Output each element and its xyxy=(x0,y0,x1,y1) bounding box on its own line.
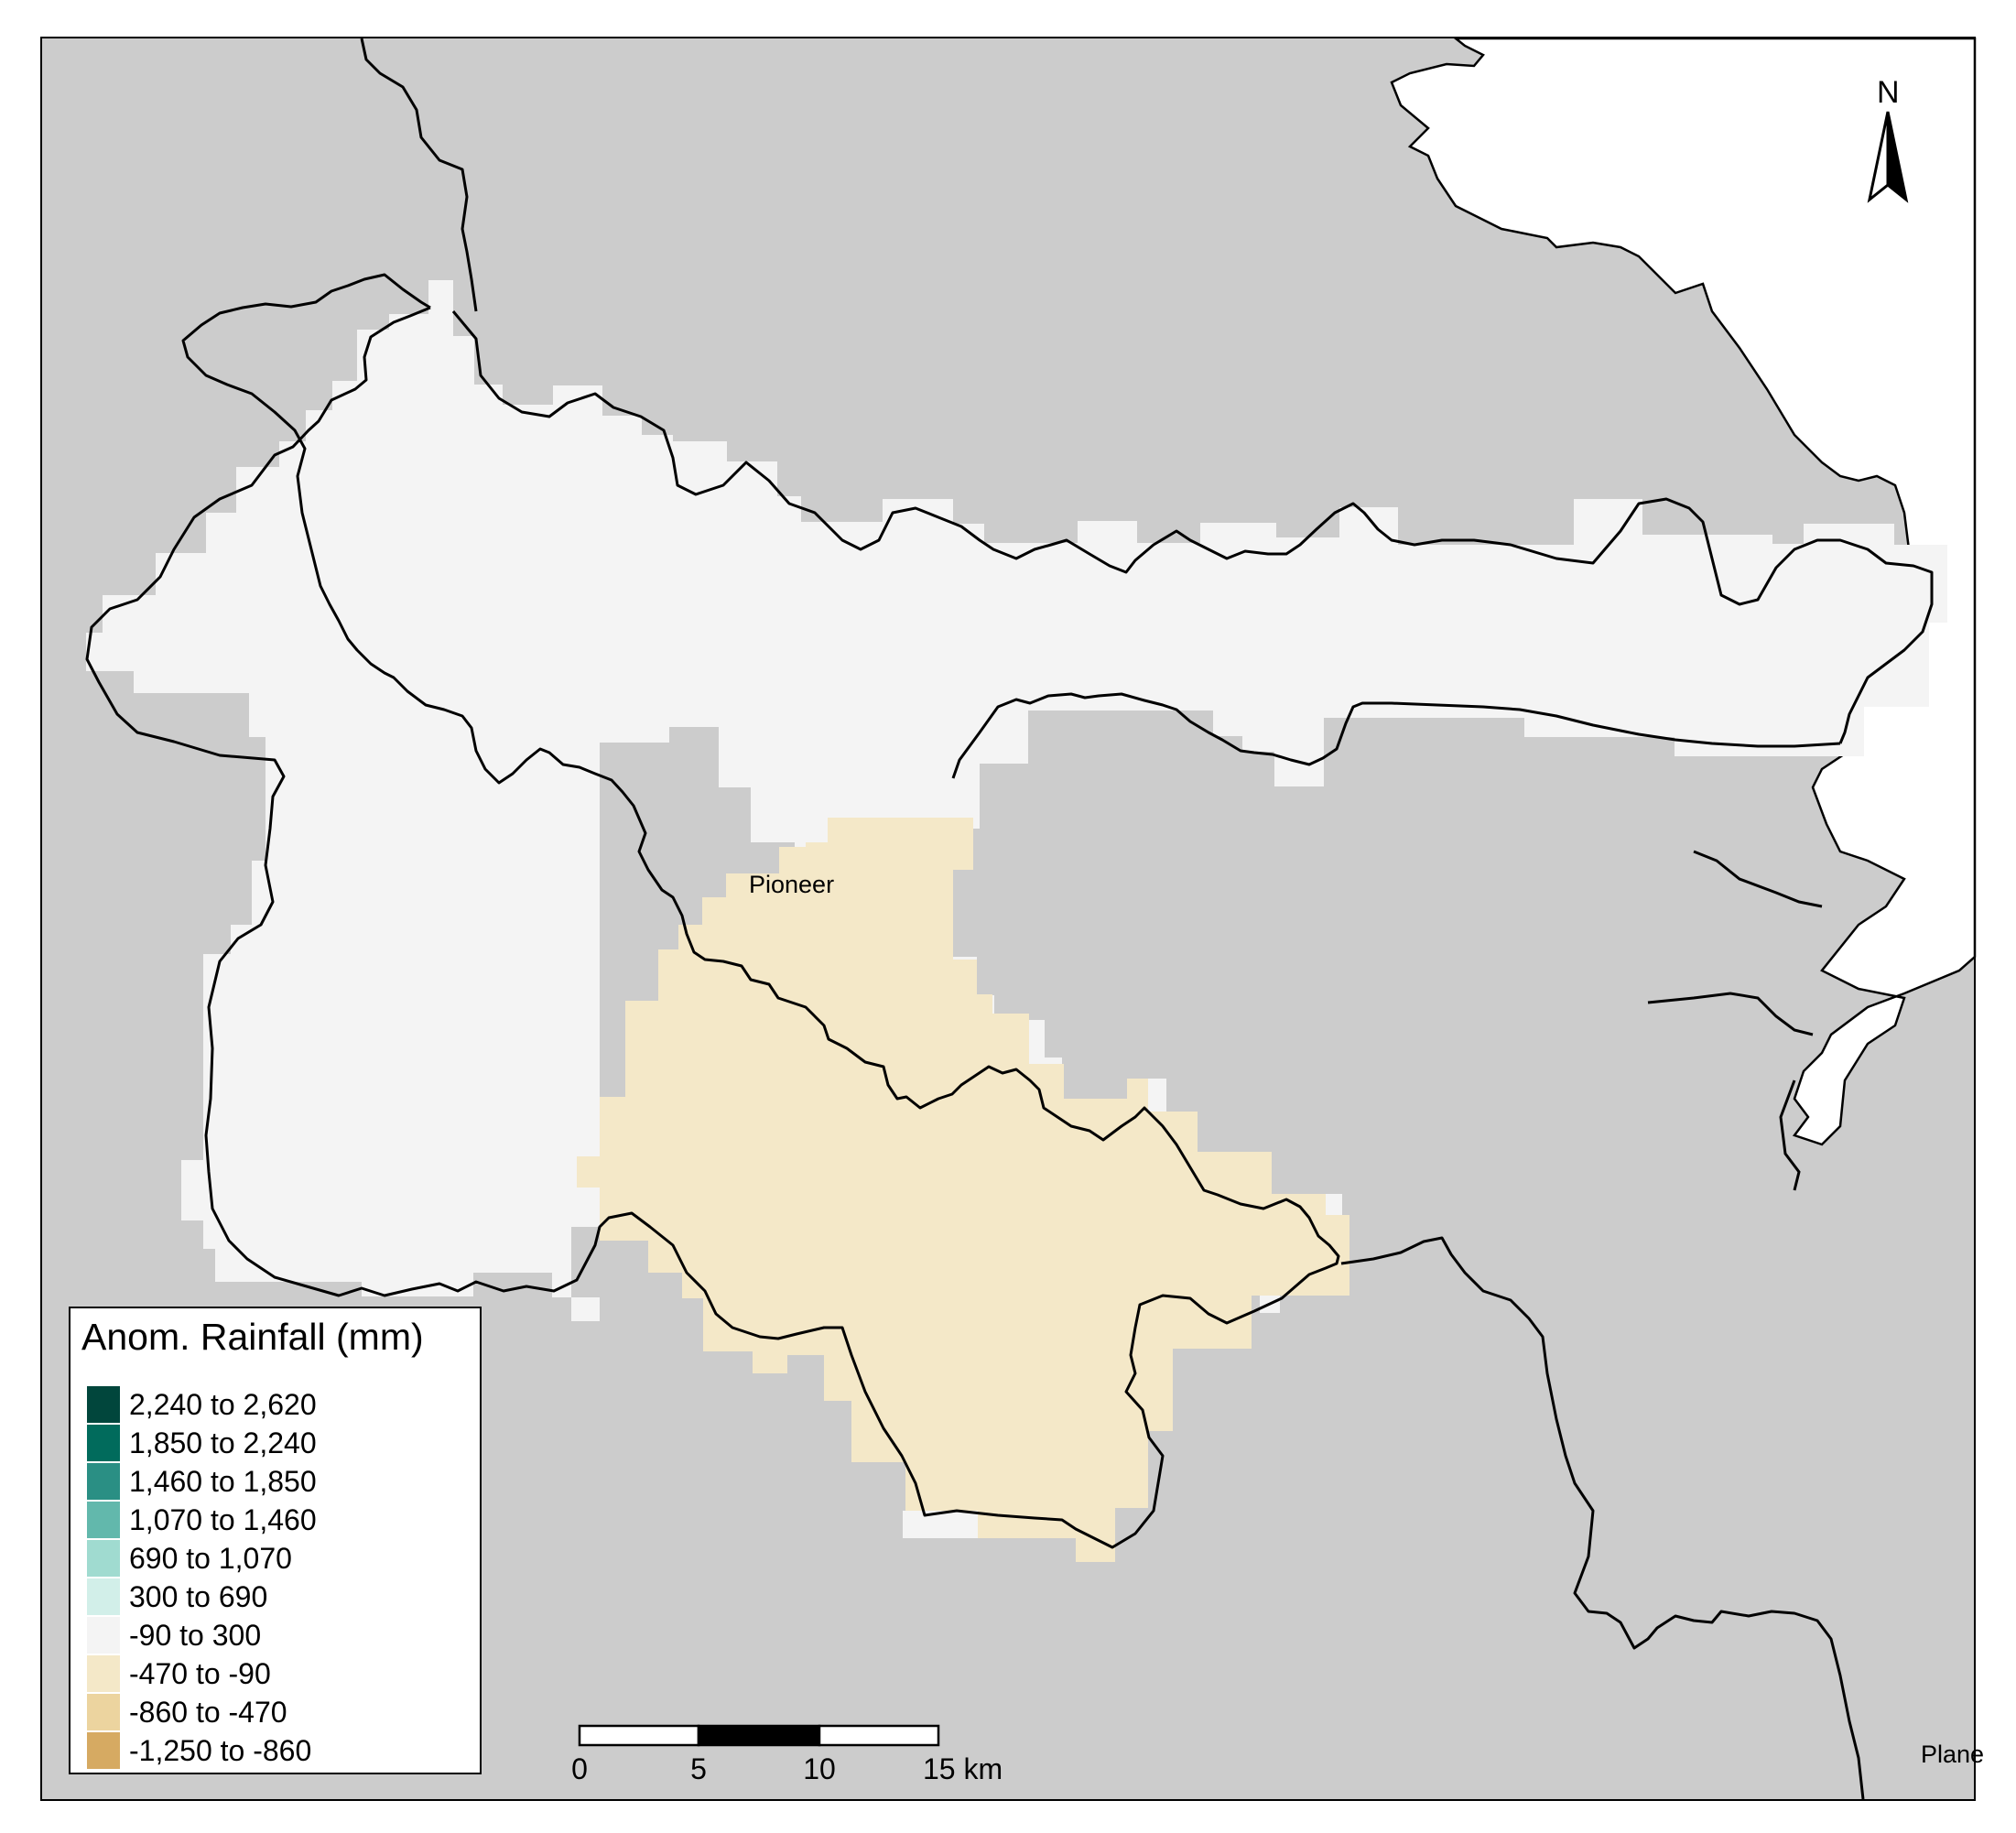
regional-boundary xyxy=(360,38,478,312)
legend-swatch xyxy=(87,1386,120,1423)
legend-item: 1,070 to 1,460 xyxy=(87,1501,317,1539)
catchment-boundary xyxy=(85,273,1340,1549)
legend-label: -860 to -470 xyxy=(129,1695,287,1729)
legend-item: 2,240 to 2,620 xyxy=(87,1385,317,1424)
legend-item: 1,460 to 1,850 xyxy=(87,1462,317,1501)
catchment-boundary-north xyxy=(451,310,1934,744)
anomaly-region xyxy=(577,818,1349,1562)
legend-swatch xyxy=(87,1425,120,1461)
legend-label: 1,850 to 2,240 xyxy=(129,1426,317,1459)
catchment-boundary-east xyxy=(951,692,1841,779)
scale-bar-segment xyxy=(697,1724,821,1747)
legend-label: 300 to 690 xyxy=(129,1579,268,1613)
legend-swatch xyxy=(87,1655,120,1692)
legend-swatch xyxy=(87,1732,120,1769)
scale-bar: 0 5 10 15 km xyxy=(571,1724,1003,1785)
scale-tick-label: 5 xyxy=(690,1752,707,1785)
legend-title: Anom. Rainfall (mm) xyxy=(81,1316,424,1358)
legend-label: -90 to 300 xyxy=(129,1618,262,1652)
legend-swatch xyxy=(87,1463,120,1500)
scale-bar-segment xyxy=(578,1724,700,1747)
raster-cell xyxy=(903,1511,978,1538)
legend-swatch xyxy=(87,1502,120,1538)
regional-boundary xyxy=(1340,1236,1865,1800)
legend-item: -860 to -470 xyxy=(87,1693,287,1731)
catchment-region xyxy=(86,280,1947,1321)
north-arrow-label: N xyxy=(1877,75,1900,110)
legend-label: -1,250 to -860 xyxy=(129,1733,312,1767)
legend-swatch xyxy=(87,1617,120,1654)
place-label: Pioneer xyxy=(749,871,834,898)
legend-item: 1,850 to 2,240 xyxy=(87,1424,317,1462)
legend-label: -470 to -90 xyxy=(129,1656,271,1690)
scale-tick-label: 0 xyxy=(571,1752,588,1785)
legend-item: -90 to 300 xyxy=(87,1616,261,1654)
legend-item: -1,250 to -860 xyxy=(87,1731,311,1770)
legend-item: 690 to 1,070 xyxy=(87,1539,292,1578)
legend-swatch xyxy=(87,1578,120,1615)
legend-label: 1,460 to 1,850 xyxy=(129,1464,317,1498)
legend-label: 2,240 to 2,620 xyxy=(129,1387,317,1421)
legend-swatch xyxy=(87,1694,120,1730)
legend-label: 1,070 to 1,460 xyxy=(129,1502,317,1536)
scale-bar-segment xyxy=(818,1724,940,1747)
legend: Anom. Rainfall (mm) 2,240 to 2,620 1,850… xyxy=(69,1307,482,1774)
legend-swatch xyxy=(87,1540,120,1577)
legend-label: 690 to 1,070 xyxy=(129,1541,292,1575)
scale-tick-label: 15 km xyxy=(923,1752,1003,1785)
scale-tick-label: 10 xyxy=(803,1752,836,1785)
north-arrow: N xyxy=(1867,75,1909,203)
legend-item: 300 to 690 xyxy=(87,1578,267,1616)
north-arrow-icon-fill xyxy=(1886,111,1909,203)
river-channel xyxy=(1647,850,1823,1191)
legend-item: -470 to -90 xyxy=(87,1654,271,1693)
partial-place-label: Plane xyxy=(1921,1741,1984,1768)
